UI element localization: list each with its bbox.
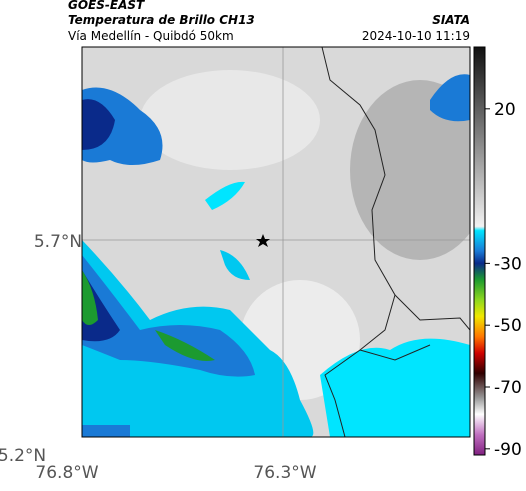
lon-label: 76.8°W — [35, 463, 98, 483]
product: Temperatura de Brillo CH13 — [68, 13, 255, 27]
source: GOES-EAST — [68, 0, 145, 12]
colorbar-tick-label: -30 — [494, 254, 522, 274]
lat-label: 5.2°N — [0, 446, 46, 466]
region: Vía Medellín - Quibdó 50km — [68, 29, 234, 43]
colorbar-tick-label: -70 — [494, 378, 522, 398]
colorbar — [473, 46, 486, 456]
lat-label: 5.7°N — [34, 232, 82, 252]
colorbar-tick-label: 20 — [494, 100, 516, 120]
datetime: 2024-10-10 11:19 — [362, 29, 470, 43]
map-frame — [81, 46, 471, 438]
colorbar-tick-label: -90 — [494, 440, 522, 460]
agency: SIATA — [432, 13, 470, 27]
satellite-image — [82, 47, 470, 437]
lon-label: 76.3°W — [253, 463, 316, 483]
colorbar-tick-label: -50 — [494, 316, 522, 336]
